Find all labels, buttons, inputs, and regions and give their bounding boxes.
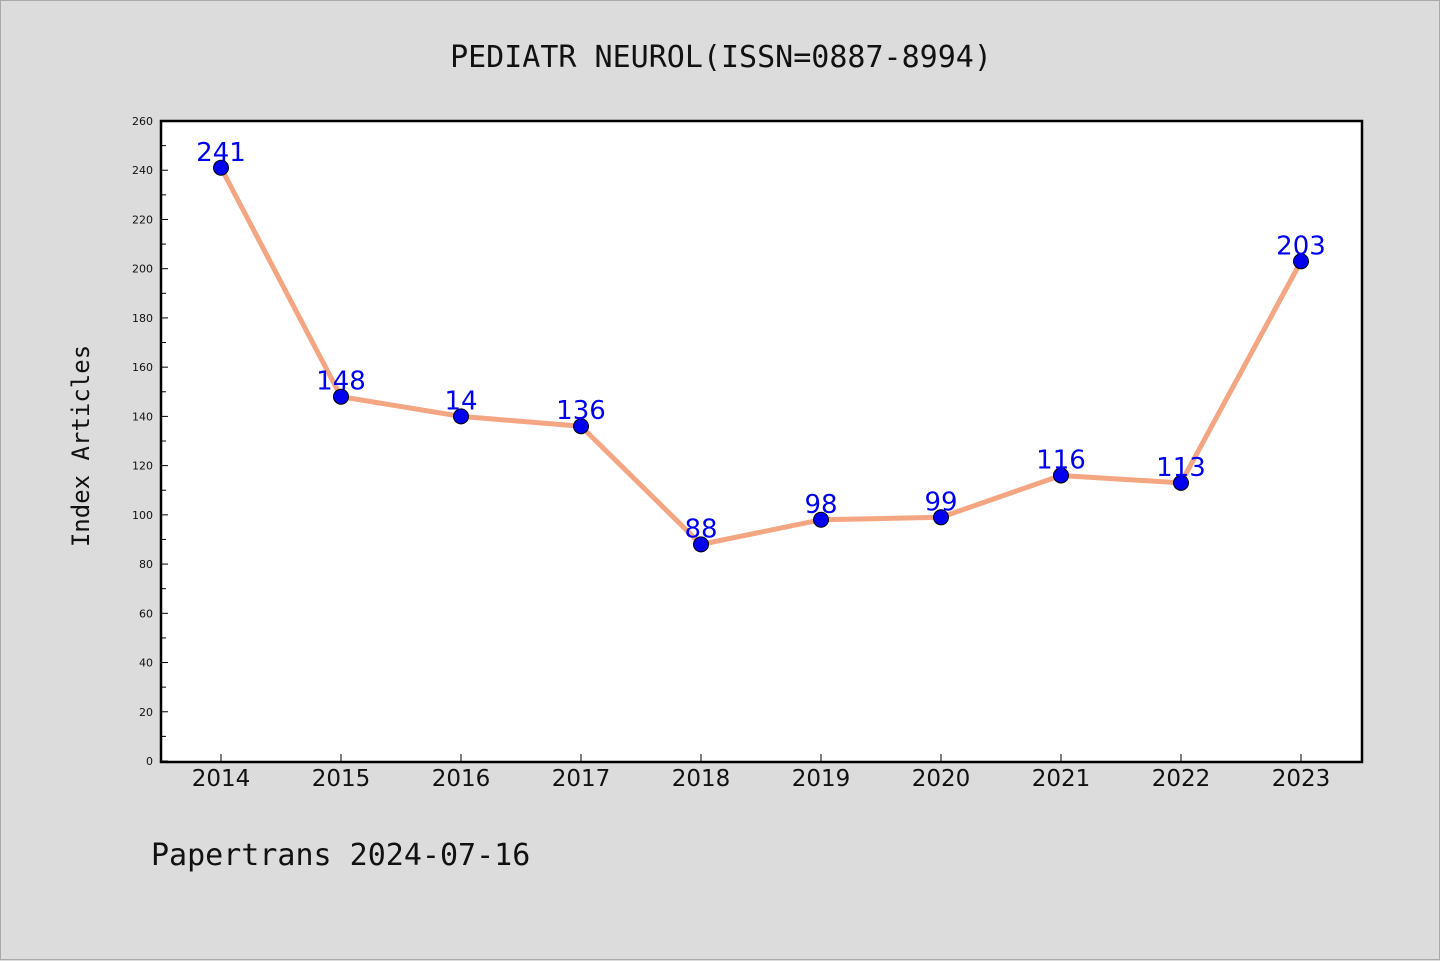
- y-tick-label: 0: [146, 755, 153, 768]
- data-label: 98: [804, 490, 837, 520]
- footer-text: Papertrans 2024-07-16: [151, 838, 530, 873]
- x-tick-label: 2022: [1152, 766, 1211, 792]
- data-points: [213, 159, 1309, 553]
- y-tick-label: 20: [139, 706, 153, 719]
- data-point: [333, 388, 349, 405]
- series-line: [218, 165, 1304, 547]
- y-tick-label: 180: [132, 312, 153, 325]
- y-tick-label: 220: [132, 213, 153, 226]
- data-label: 99: [924, 487, 957, 517]
- data-point: [1053, 467, 1069, 484]
- y-tick-label: 260: [132, 115, 153, 128]
- data-label: 116: [1036, 445, 1086, 475]
- x-tick-label: 2021: [1032, 766, 1091, 792]
- y-tick-label: 80: [139, 558, 153, 571]
- data-label: 14: [444, 386, 477, 416]
- x-tick-label: 2014: [192, 766, 251, 792]
- data-point: [813, 511, 829, 528]
- data-point: [213, 159, 229, 176]
- data-point: [933, 509, 949, 526]
- x-axis: 2014 2015 2016 2017 2018 2019 2020 2021 2022 2023: [192, 754, 1331, 792]
- data-label: 203: [1276, 231, 1326, 261]
- y-tick-label: 240: [132, 164, 153, 177]
- data-label: 136: [556, 396, 606, 426]
- data-point: [693, 536, 709, 553]
- y-tick-label: 140: [132, 410, 153, 423]
- x-tick-label: 2016: [432, 766, 491, 792]
- data-label: 88: [684, 514, 717, 544]
- x-tick-label: 2020: [912, 766, 971, 792]
- y-tick-label: 60: [139, 607, 153, 620]
- data-labels: 241 148 14 136 88 98 99 116 113 203: [196, 138, 1326, 545]
- data-point: [573, 418, 589, 435]
- x-tick-label: 2019: [792, 766, 851, 792]
- data-label: 148: [316, 367, 366, 397]
- x-tick-label: 2018: [672, 766, 731, 792]
- data-label: 113: [1156, 453, 1206, 483]
- y-tick-label: 160: [132, 361, 153, 374]
- x-tick-label: 2015: [312, 766, 371, 792]
- x-tick-label: 2023: [1272, 766, 1331, 792]
- y-tick-label: 120: [132, 460, 153, 473]
- y-tick-label: 100: [132, 509, 153, 522]
- plot-area: [159, 119, 1364, 764]
- y-axis: 0 20 40 60 80 100 120 140 160 180 200 220 240 260: [132, 115, 168, 768]
- data-point: [453, 408, 469, 425]
- y-axis-label: Index Articles: [67, 345, 95, 547]
- chart-title: PEDIATR NEUROL(ISSN=0887-8994): [450, 40, 992, 75]
- y-tick-label: 40: [139, 657, 153, 670]
- y-tick-label: 200: [132, 263, 153, 276]
- data-point: [1173, 474, 1189, 491]
- data-point: [1293, 253, 1309, 270]
- data-label: 241: [196, 138, 246, 168]
- x-tick-label: 2017: [552, 766, 611, 792]
